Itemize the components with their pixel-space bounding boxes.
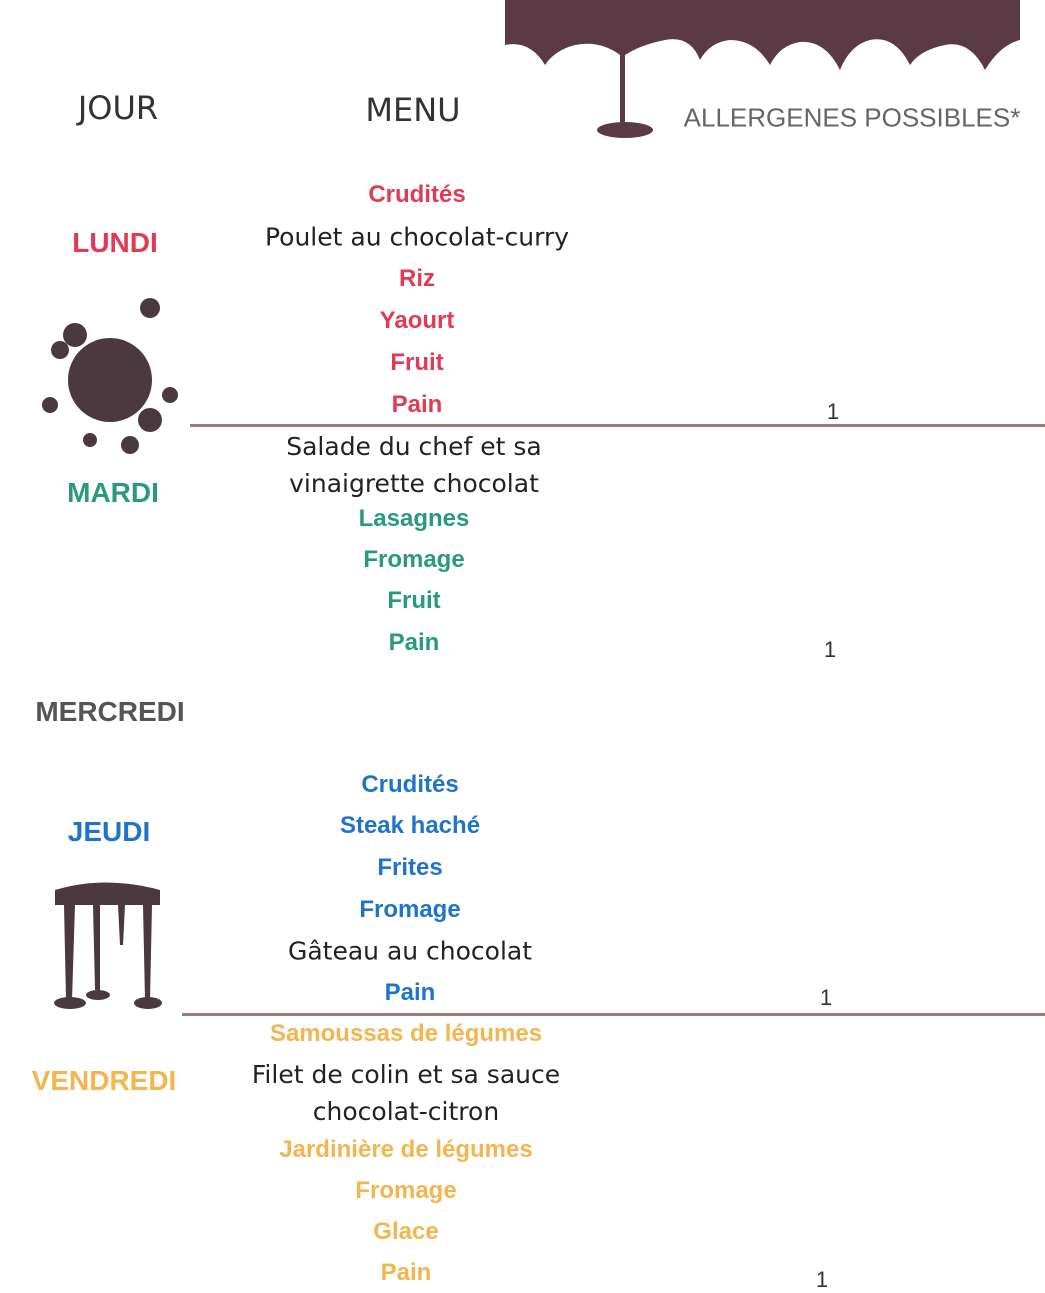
menu-item: Fruit bbox=[387, 587, 441, 614]
allergen-code: 1 bbox=[826, 399, 840, 424]
menu-item: Fromage bbox=[355, 1177, 457, 1204]
menu-item: Poulet au chocolat-curry bbox=[264, 222, 570, 252]
day-name: VENDREDI bbox=[31, 1065, 177, 1096]
allergen-code: 1 bbox=[815, 1267, 829, 1292]
menu-item: Fromage bbox=[359, 896, 461, 923]
header-menu: MENU bbox=[365, 91, 461, 129]
menu-item: Gâteau au chocolat bbox=[287, 936, 533, 966]
menu-item: Glace bbox=[373, 1218, 439, 1245]
day-name: MERCREDI bbox=[35, 696, 185, 727]
menu-item: Pain bbox=[380, 1259, 432, 1286]
separator bbox=[190, 424, 1045, 427]
menu-item: Pain bbox=[391, 391, 443, 418]
menu-item: Jardinière de légumes bbox=[279, 1136, 533, 1163]
menu-item: Frites bbox=[377, 854, 443, 881]
menu-item: Lasagnes bbox=[358, 505, 470, 532]
splat bbox=[42, 298, 178, 454]
menu-item: Samoussas de légumes bbox=[269, 1020, 543, 1047]
puddle bbox=[597, 122, 653, 138]
day-name: MARDI bbox=[67, 477, 159, 508]
drips bbox=[54, 882, 162, 1009]
menu-item: Fruit bbox=[390, 349, 444, 376]
menu-item: Salade du chef et sa vinaigrette chocola… bbox=[286, 432, 542, 498]
menu-item: Riz bbox=[399, 265, 435, 292]
menu-item: Steak haché bbox=[339, 812, 481, 839]
day-name: LUNDI bbox=[72, 227, 158, 258]
header-allergens: ALLERGENES POSSIBLES* bbox=[683, 102, 1021, 133]
day-name: JEUDI bbox=[67, 816, 151, 847]
header-day: JOUR bbox=[77, 89, 159, 127]
menu-item: Fromage bbox=[363, 546, 465, 573]
menu-item: Yaourt bbox=[379, 307, 455, 334]
allergen-code: 1 bbox=[823, 637, 837, 662]
menu-item: Filet de colin et sa sauce chocolat-citr… bbox=[251, 1060, 561, 1126]
separator bbox=[182, 1013, 1045, 1016]
chocolate-drip-top bbox=[505, 0, 1020, 125]
allergen-code: 1 bbox=[819, 985, 833, 1010]
menu-item: Pain bbox=[388, 629, 440, 656]
menu-item: Crudités bbox=[368, 181, 466, 208]
menu-item: Pain bbox=[384, 979, 436, 1006]
menu-item: Crudités bbox=[361, 771, 459, 798]
